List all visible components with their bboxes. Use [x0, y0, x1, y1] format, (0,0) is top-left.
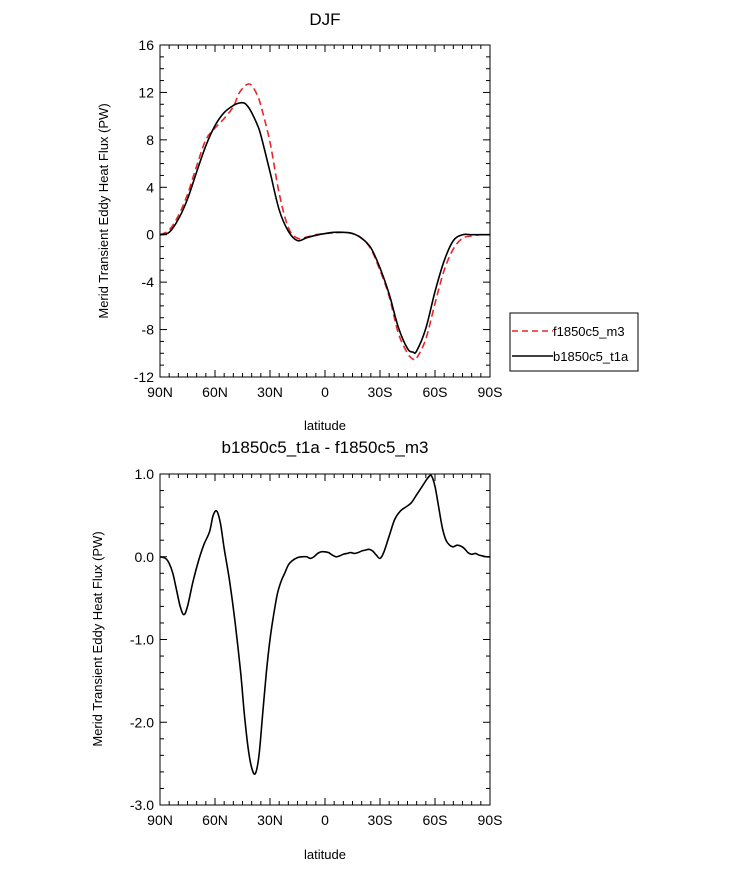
bottom-x-tick-label: 60N	[202, 812, 228, 828]
bottom-x-axis-label: latitude	[304, 847, 346, 862]
top-x-tick-label: 30S	[368, 384, 393, 400]
top-y-axis-label: Merid Transient Eddy Heat Flux (PW)	[96, 103, 111, 318]
bottom-y-tick-label: 0.0	[135, 549, 155, 565]
bottom-y-axis-label: Merid Transient Eddy Heat Flux (PW)	[90, 531, 105, 746]
top-y-tick-label: -4	[142, 274, 155, 290]
bottom-plot-frame	[159, 473, 491, 806]
top-series-line-f1850c5-m3	[159, 83, 491, 361]
bottom-x-tick-label: 60S	[423, 812, 448, 828]
legend-label-b1850c5-t1a: b1850c5_t1a	[553, 349, 629, 364]
top-y-tick-label: 0	[146, 227, 154, 243]
legend: f1850c5_m3 b1850c5_t1a	[509, 312, 639, 372]
legend-label-f1850c5-m3: f1850c5_m3	[553, 324, 625, 339]
bottom-chart-title: b1850c5_t1a - f1850c5_m3	[222, 438, 429, 457]
top-plot-frame	[159, 44, 491, 378]
top-x-axis-label: latitude	[304, 418, 346, 433]
bottom-x-tick-label: 90N	[147, 812, 173, 828]
bottom-series-line-difference	[159, 474, 491, 775]
top-x-tick-label: 30N	[257, 384, 283, 400]
top-y-tick-label: 4	[146, 179, 154, 195]
top-panel: DJF 90N 60N 30N 0 30S 60S 90S -12 -8 -4 0 4 8 12 16 la…	[96, 10, 502, 433]
bottom-x-tick-label: 90S	[478, 812, 503, 828]
bottom-x-tick-label: 30S	[368, 812, 393, 828]
top-series-line-b1850c5-t1a	[159, 101, 490, 354]
top-chart-title: DJF	[309, 10, 340, 29]
bottom-x-tick-label: 0	[321, 812, 329, 828]
top-y-tick-label: 16	[138, 37, 154, 53]
top-x-tick-label: 90N	[147, 384, 173, 400]
bottom-x-tick-label: 30N	[257, 812, 283, 828]
bottom-y-tick-label: -1.0	[130, 632, 154, 648]
top-y-tick-label: -12	[134, 369, 154, 385]
legend-box	[509, 312, 639, 372]
top-axis-ticks: 90N 60N 30N 0 30S 60S 90S -12 -8 -4 0 4 8 12 16	[134, 37, 503, 400]
bottom-y-tick-label: 1.0	[135, 466, 155, 482]
top-series	[159, 83, 491, 361]
top-x-tick-label: 0	[321, 384, 329, 400]
bottom-series	[159, 474, 491, 775]
bottom-y-tick-label: -3.0	[130, 797, 154, 813]
bottom-panel: b1850c5_t1a - f1850c5_m3 90N 60N 30N 0 30S 60…	[90, 438, 502, 862]
bottom-axis-ticks: 90N 60N 30N 0 30S 60S 90S -3.0 -2.0 -1.0 0.0 1.0	[130, 466, 503, 828]
top-x-tick-label: 90S	[478, 384, 503, 400]
top-y-tick-label: 12	[138, 84, 154, 100]
bottom-y-tick-label: -2.0	[130, 714, 154, 730]
top-x-tick-label: 60N	[202, 384, 228, 400]
top-x-tick-label: 60S	[423, 384, 448, 400]
top-y-tick-label: -8	[142, 322, 155, 338]
top-y-tick-label: 8	[146, 132, 154, 148]
